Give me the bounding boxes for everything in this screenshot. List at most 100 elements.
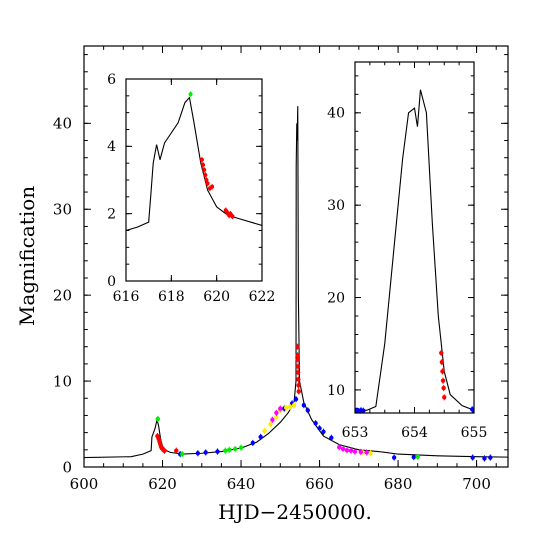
main-data-point bbox=[274, 410, 279, 416]
main-data-point bbox=[283, 405, 289, 410]
main-data-point bbox=[352, 449, 358, 454]
inset2-data-point bbox=[439, 350, 444, 356]
inset1-y-tick-label: 2 bbox=[107, 207, 116, 223]
main-data-point bbox=[329, 435, 334, 440]
main-data-point bbox=[301, 402, 307, 408]
main-data-point bbox=[296, 383, 301, 388]
main-data-point bbox=[321, 429, 326, 434]
inset2-y-tick-label: 10 bbox=[327, 383, 345, 399]
inset2-data-point bbox=[441, 385, 446, 391]
main-data-point bbox=[250, 440, 256, 446]
main-x-tick-label: 660 bbox=[305, 475, 334, 493]
main-data-point bbox=[223, 448, 228, 453]
main-data-point bbox=[313, 420, 318, 426]
inset1-model-curve bbox=[126, 96, 262, 232]
main-data-point bbox=[295, 357, 300, 362]
main-data-point bbox=[262, 428, 267, 434]
main-data-point bbox=[268, 421, 273, 427]
inset2-data-point bbox=[440, 378, 446, 383]
inset1-x-tick-label: 622 bbox=[249, 289, 276, 305]
inset2-x-tick-label: 653 bbox=[342, 425, 369, 441]
main-data-point bbox=[305, 408, 310, 413]
main-y-tick-label: 30 bbox=[53, 200, 72, 218]
inset1-plot-area bbox=[126, 79, 262, 281]
main-data-point bbox=[215, 449, 220, 454]
inset-panel-left: 616 618 620 622 0 2 4 6 bbox=[107, 72, 275, 305]
inset1-data-point bbox=[199, 157, 204, 162]
inset1-data-point bbox=[188, 92, 193, 97]
inset1-data-point bbox=[230, 214, 235, 219]
inset2-data-point bbox=[439, 359, 445, 365]
main-data-point bbox=[482, 456, 487, 461]
main-data-point bbox=[470, 455, 475, 460]
main-data-point bbox=[238, 445, 244, 450]
main-plot-content bbox=[84, 106, 508, 462]
inset1-x-tick-label: 618 bbox=[158, 289, 185, 305]
main-x-tick-label: 680 bbox=[384, 475, 413, 493]
inset2-data-point bbox=[440, 369, 445, 374]
main-data-point bbox=[348, 448, 354, 453]
main-data-point bbox=[295, 370, 301, 375]
main-x-tick-label: 600 bbox=[70, 475, 99, 493]
inset1-data-point bbox=[201, 162, 206, 167]
inset2-x-tick-label: 654 bbox=[401, 425, 428, 441]
main-x-tick-label: 700 bbox=[462, 475, 491, 493]
main-data-point bbox=[364, 450, 369, 455]
main-data-point bbox=[411, 454, 416, 460]
inset1-data-point bbox=[205, 181, 210, 186]
inset1-data-point bbox=[210, 184, 215, 189]
main-data-point bbox=[227, 447, 232, 453]
main-y-tick-label: 20 bbox=[53, 286, 72, 304]
main-data-point bbox=[274, 414, 279, 420]
inset2-plot-content bbox=[355, 89, 474, 413]
main-data-point bbox=[340, 446, 346, 452]
main-y-tick-label: 0 bbox=[62, 458, 72, 476]
main-y-tick-label: 10 bbox=[53, 372, 72, 390]
main-data-point bbox=[368, 451, 373, 456]
main-data-point bbox=[179, 451, 185, 457]
main-data-point bbox=[155, 416, 161, 422]
main-y-tick-label: 40 bbox=[53, 115, 72, 133]
main-data-point bbox=[488, 455, 493, 460]
main-data-point bbox=[295, 353, 300, 358]
main-data-point bbox=[174, 448, 179, 453]
main-data-point bbox=[295, 344, 300, 349]
inset2-y-tick-label: 40 bbox=[327, 106, 345, 122]
inset1-plot-content bbox=[126, 91, 262, 232]
main-data-point bbox=[278, 406, 283, 411]
main-data-point bbox=[287, 404, 293, 410]
inset1-y-tick-label: 6 bbox=[107, 72, 116, 88]
main-x-tick-label: 640 bbox=[227, 475, 256, 493]
main-data-point bbox=[296, 389, 301, 394]
inset-panel-right: 653 654 655 10 20 30 40 bbox=[327, 61, 487, 441]
main-data-point bbox=[195, 451, 201, 456]
main-data-point bbox=[296, 377, 301, 382]
y-axis-label: Magnification bbox=[15, 186, 39, 326]
main-data-point bbox=[258, 434, 263, 440]
inset1-data-point bbox=[202, 167, 207, 172]
inset1-x-tick-label: 620 bbox=[203, 289, 230, 305]
inset1-y-tick-label: 4 bbox=[107, 139, 116, 155]
main-data-point bbox=[291, 402, 297, 408]
main-axes-frame bbox=[83, 45, 509, 468]
main-data-point bbox=[295, 364, 301, 369]
inset2-axes-frame bbox=[354, 61, 475, 414]
main-data-point bbox=[293, 396, 299, 402]
x-axis-label: HJD−2450000. bbox=[218, 500, 372, 524]
main-data-point bbox=[336, 445, 342, 450]
main-data-point bbox=[232, 446, 238, 452]
inset2-model-curve bbox=[355, 89, 474, 412]
main-data-point bbox=[391, 455, 397, 460]
inset1-x-tick-label: 616 bbox=[113, 289, 140, 305]
main-data-point bbox=[270, 417, 275, 422]
inset1-axes-frame bbox=[125, 78, 263, 282]
inset1-y-tick-label: 0 bbox=[107, 274, 116, 290]
inset2-data-point bbox=[361, 408, 366, 413]
main-data-point bbox=[317, 426, 322, 431]
inset2-data-point bbox=[442, 395, 447, 400]
inset2-y-tick-label: 20 bbox=[327, 290, 345, 306]
inset2-y-tick-label: 30 bbox=[327, 198, 345, 214]
inset2-plot-area bbox=[355, 62, 474, 413]
